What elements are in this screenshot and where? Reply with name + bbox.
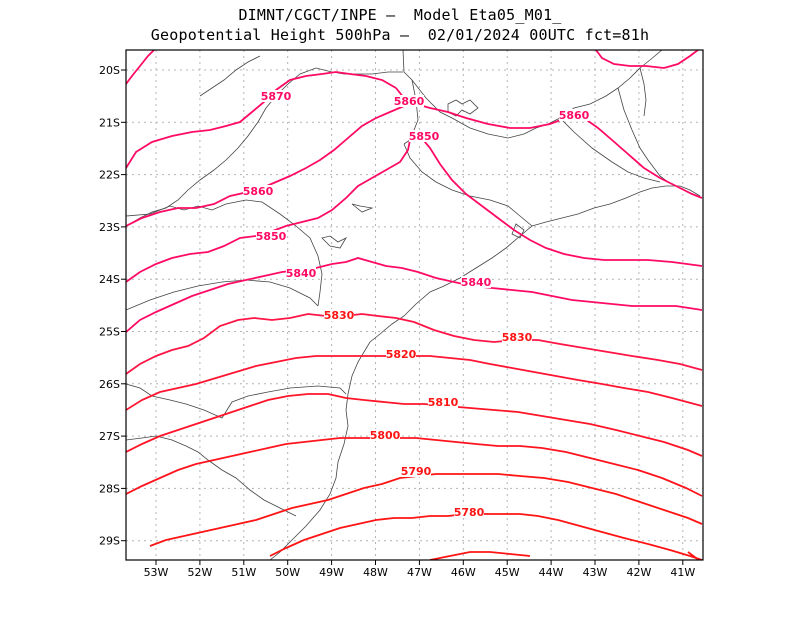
bay [321,235,348,249]
plot-frame [125,49,704,561]
y-tick-label: 22S [99,169,120,182]
contour-5810 [126,393,703,457]
y-tick-label: 25S [99,326,120,339]
y-tick-label: 21S [99,116,120,129]
contour-5770-right [687,551,701,560]
x-tick-label: 43W [583,566,608,579]
contour-label: 5860 [559,109,590,122]
y-tick-label: 27S [99,430,120,443]
x-tick-label: 52W [187,566,212,579]
state-border [617,87,669,183]
contour-label-bg [409,130,439,142]
contour-label: 5820 [386,348,417,361]
x-tick-label: 42W [626,566,651,579]
contour-label: 5830 [502,331,533,344]
state-border [639,67,647,117]
contour-label-bg [401,465,431,477]
contour-label-bg [394,95,424,107]
x-tick-label: 49W [319,566,344,579]
contour-label-bg [370,429,400,441]
x-tick-label: 44W [539,566,564,579]
contour-label: 5870 [261,90,292,103]
coastline [269,143,533,560]
x-tick-label: 53W [144,566,169,579]
contour-label-bg [386,348,416,360]
contour-5790 [149,473,703,547]
y-tick-label: 28S [99,482,120,495]
contour-label: 5840 [461,276,492,289]
contour-label-bg [324,309,354,321]
contour-label: 5850 [409,130,440,143]
x-tick-label: 47W [407,566,432,579]
graticule [126,50,703,560]
lake [351,203,374,213]
title-line-2: Geopotential Height 500hPa – 02/01/2024 … [150,26,650,44]
x-tick-label: 46W [451,566,476,579]
contour-5870-topright [595,50,699,69]
contour-5860 [126,105,405,227]
contour-label-bg [461,276,491,288]
contour-label-bg [454,506,484,518]
bay [511,223,525,239]
contour-labels: 5870 5860 5860 5850 5860 5850 5840 5840 5830 5830… [243,90,590,519]
contour-label-bg [559,109,589,121]
state-border [126,435,297,517]
state-border [126,279,319,311]
state-border [559,117,661,183]
state-border [531,185,701,227]
contour-5870-left [126,50,155,85]
contour-label-bg [243,185,273,197]
x-tick-label: 50W [275,566,300,579]
contour-5780 [269,513,703,560]
x-tick-label: 45W [495,566,520,579]
contour-5850 [126,135,703,283]
state-border [403,79,419,145]
contour-5840 [126,257,703,333]
contour-label-bg [256,230,286,242]
axis-tick-labels: 53W 52W 51W 50W 49W 48W 47W 46W 45W 44W 43W 42W 41W 2… [99,64,695,579]
contour-5820 [126,355,703,411]
contour-5830 [126,313,703,375]
y-tick-label: 23S [99,221,120,234]
state-border [126,383,347,419]
y-tick-label: 20S [99,64,120,77]
x-tick-label: 41W [670,566,695,579]
coastline [402,50,663,139]
contour-label: 5790 [401,465,432,478]
contour-5860-north [395,87,703,199]
x-tick-label: 48W [363,566,388,579]
contour-label: 5780 [454,506,485,519]
contour-label: 5850 [256,230,287,243]
contour-label-bg [286,267,316,279]
contour-label-bg [428,396,458,408]
contour-label: 5800 [370,429,401,442]
y-tick-label: 24S [99,273,120,286]
contour-label: 5860 [243,185,274,198]
contour-5770 [429,551,531,560]
coastline-and-borders [126,50,701,560]
x-tick-label: 51W [231,566,256,579]
axis-ticks [121,69,684,565]
title-line-1: DIMNT/CGCT/INPE – Model Eta05_M01_ [238,6,562,24]
contour-label: 5810 [428,396,459,409]
contour-label-bg [261,90,291,102]
state-border [126,199,323,307]
y-tick-label: 26S [99,378,120,391]
state-border [199,55,261,97]
contour-label: 5860 [394,95,425,108]
contour-label: 5830 [324,309,355,322]
y-tick-label: 29S [99,535,120,548]
contour-label-bg [502,331,532,343]
contour-5870 [126,71,397,169]
contour-label: 5840 [286,267,317,280]
